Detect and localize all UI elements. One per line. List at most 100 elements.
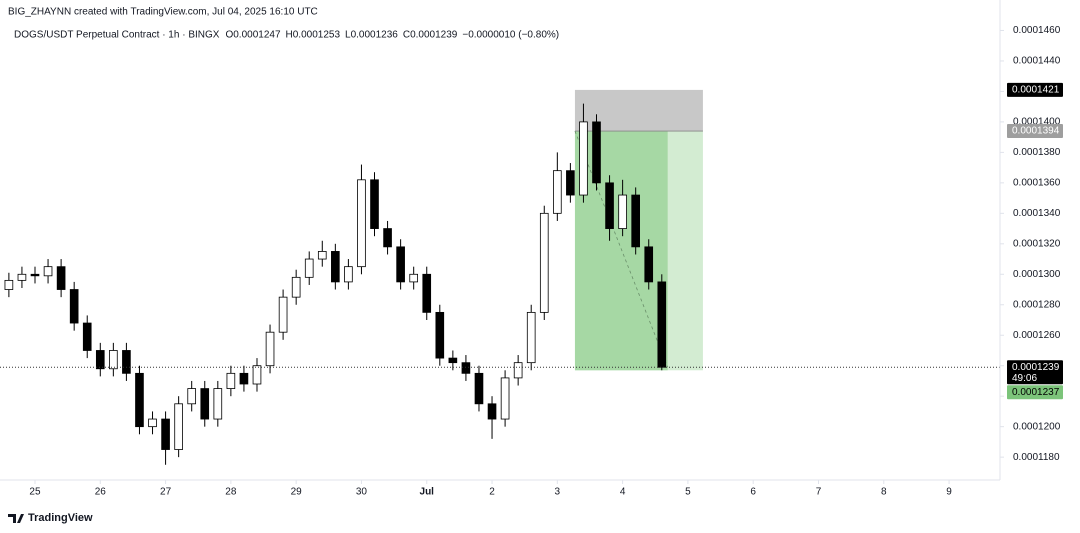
x-tick-label: 25 (29, 487, 41, 498)
candle-body (56, 266, 66, 290)
candle-body (30, 273, 40, 277)
candle-body (487, 403, 497, 420)
candle-body (553, 170, 562, 214)
candle-body (331, 251, 340, 283)
tv-logo: TradingView (8, 512, 93, 524)
chart-title: DOGS/USDT Perpetual Contract · 1h · BING… (14, 30, 220, 41)
candle-body (461, 362, 471, 374)
y-tick-label: 0.0001280 (1013, 299, 1061, 310)
candle-body (357, 179, 366, 268)
y-tick-label: 0.0001360 (1013, 177, 1061, 188)
entry-price-label-bg (1007, 124, 1063, 139)
last-price-label: 0.0001239 (1012, 362, 1060, 373)
candle-body (526, 311, 536, 364)
y-tick-label: 0.0001200 (1013, 421, 1061, 432)
candle-body (644, 246, 654, 283)
x-tick-label: 6 (750, 487, 756, 498)
last-price-label-bg (1007, 360, 1063, 385)
candle-body (69, 289, 79, 324)
y-tick-label: 0.0001320 (1013, 238, 1061, 249)
x-tick-label: 26 (95, 487, 107, 498)
ohlc-value: H0.0001253 (286, 30, 341, 41)
ohlc-value: O0.0001247 (225, 30, 280, 41)
x-tick-label: 28 (225, 487, 237, 498)
candle-body (631, 194, 640, 248)
y-tick-label: 0.0001400 (1013, 117, 1061, 128)
candle-body (148, 418, 157, 428)
candle-body (513, 362, 523, 379)
x-tick-label: 29 (291, 487, 303, 498)
candle-body (579, 121, 588, 196)
candle-body (95, 350, 105, 370)
target-price-label: 0.0001237 (1012, 387, 1060, 398)
candle-body (657, 281, 667, 368)
candle-body (592, 121, 601, 184)
trend-dash (574, 130, 669, 368)
target-price-label-bg (1007, 385, 1063, 400)
candle-body (213, 388, 223, 420)
candle-body (435, 311, 445, 359)
candle-body (200, 388, 210, 420)
candle-body (109, 350, 118, 370)
candle-body (566, 170, 575, 196)
x-tick-label: 7 (816, 487, 822, 498)
x-tick-label: 9 (946, 487, 952, 498)
candle-body (409, 273, 419, 283)
ohlc-value: L0.0001236 (345, 30, 398, 41)
candle-body (422, 273, 432, 313)
ohlc-value: −0.0000010 (−0.80%) (462, 30, 559, 41)
y-tick-label: 0.0001440 (1013, 56, 1061, 67)
candle-body (396, 246, 405, 283)
logo-text: TradingView (28, 512, 93, 524)
x-tick-label: 5 (685, 487, 691, 498)
x-tick-label: 8 (881, 487, 887, 498)
stop-price-label: 0.0001421 (1012, 85, 1060, 96)
candle-body (448, 357, 458, 364)
candle-body (500, 377, 510, 420)
candle-body (265, 331, 275, 367)
candle-body (317, 251, 327, 260)
candle-body (304, 258, 314, 278)
candle-body (161, 418, 170, 450)
candle-body (370, 179, 379, 229)
logo-mark (8, 514, 24, 523)
candle-body (82, 322, 92, 351)
y-tick-label: 0.0001460 (1013, 25, 1061, 36)
x-tick-label: 4 (620, 487, 626, 498)
candle-body (122, 350, 131, 374)
entry-price-label: 0.0001394 (1012, 126, 1060, 137)
candle-body (252, 365, 262, 385)
candle-body (43, 266, 53, 277)
y-tick-label: 0.0001180 (1013, 452, 1060, 463)
candle-body (474, 372, 484, 405)
candle-body (344, 266, 353, 283)
candle-body (383, 228, 392, 248)
candle-body (187, 388, 197, 405)
y-tick-label: 0.0001260 (1013, 330, 1061, 341)
countdown: 49:06 (1012, 373, 1037, 384)
candle-body (278, 296, 288, 333)
y-tick-label: 0.0001380 (1013, 147, 1061, 158)
plot-area (0, 89, 1000, 465)
candle-body (17, 273, 27, 281)
candle-body (226, 372, 236, 389)
x-tick-label: 30 (356, 487, 368, 498)
candle-body (539, 212, 549, 313)
candle-body (618, 194, 627, 229)
y-tick-label: 0.0001340 (1013, 208, 1061, 219)
candle-body (239, 372, 249, 385)
candle-body (291, 276, 301, 298)
candle-body (174, 403, 183, 450)
x-tick-label: 27 (160, 487, 172, 498)
x-tick-label: 3 (555, 487, 561, 498)
candle-body (605, 182, 614, 229)
attribution: BIG_ZHAYNN created with TradingView.com,… (8, 7, 318, 18)
candle-body (135, 372, 144, 428)
candle-body (4, 279, 14, 290)
y-tick-label: 0.0001300 (1013, 269, 1061, 280)
x-tick-label: 2 (489, 487, 495, 498)
stop-price-label-bg (1007, 82, 1063, 97)
ohlc-value: C0.0001239 (403, 30, 458, 41)
x-tick-label: Jul (420, 487, 435, 498)
